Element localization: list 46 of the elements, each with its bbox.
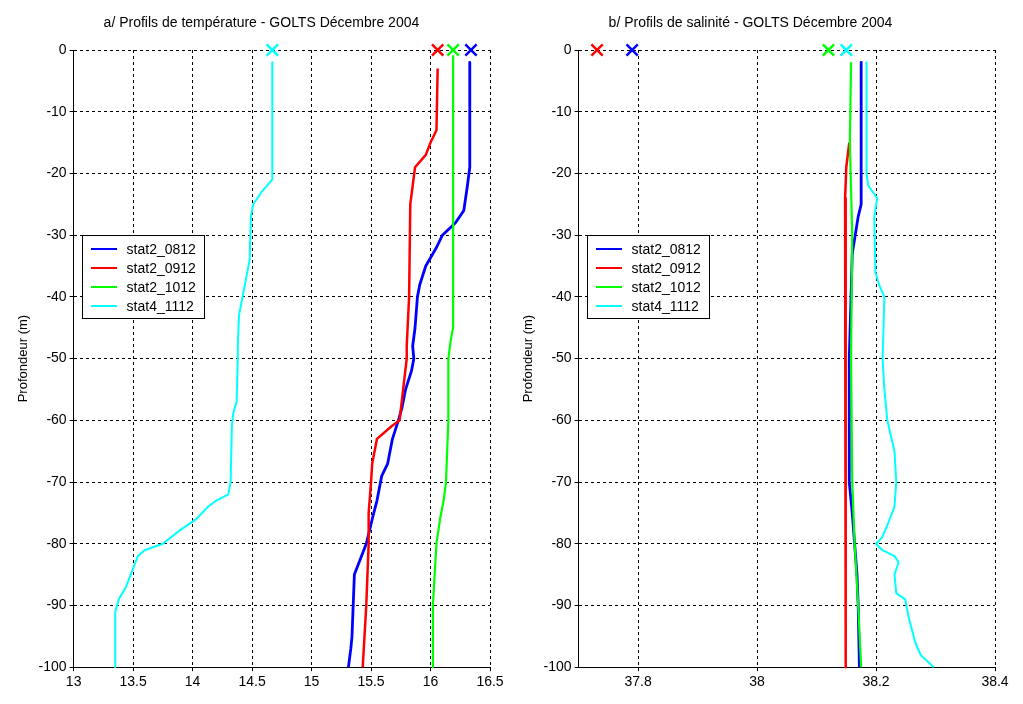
y-tick-label: -90 xyxy=(46,596,67,613)
y-tick-label: -70 xyxy=(551,472,572,489)
x-tick-label: 14.5 xyxy=(238,673,266,690)
chart-title: b/ Profils de salinité - GOLTS Décembre 2004 xyxy=(608,14,893,30)
x-tick-label: 15 xyxy=(303,673,320,690)
x-tick-label: 16 xyxy=(422,673,439,690)
y-tick-label: -70 xyxy=(46,472,67,489)
y-tick-label: -30 xyxy=(46,226,67,243)
chart-title: a/ Profils de température - GOLTS Décembre 2004 xyxy=(103,14,420,30)
y-tick-label: -60 xyxy=(551,411,572,428)
x-tick-label: 16.5 xyxy=(476,673,504,690)
legend-label: stat4_1112 xyxy=(126,297,194,314)
legend-label: stat2_0812 xyxy=(126,240,196,257)
x-tick-label: 38.2 xyxy=(862,673,890,690)
x-tick-label: 38 xyxy=(749,673,766,690)
y-tick-label: 0 xyxy=(58,40,67,57)
y-tick-label: -50 xyxy=(46,349,67,366)
legend-label: stat2_0912 xyxy=(126,259,196,276)
y-tick-label: -80 xyxy=(551,534,572,551)
y-tick-label: -10 xyxy=(551,102,572,119)
legend-label: stat2_0912 xyxy=(631,259,701,276)
legend-label: stat2_0812 xyxy=(631,240,701,257)
y-tick-label: -60 xyxy=(46,411,67,428)
x-tick-label: 14 xyxy=(184,673,201,690)
y-tick-label: -40 xyxy=(551,287,572,304)
x-tick-label: 13.5 xyxy=(119,673,147,690)
y-tick-label: -20 xyxy=(46,164,67,181)
y-tick-label: -40 xyxy=(46,287,67,304)
legend-label: stat4_1112 xyxy=(631,297,699,314)
y-tick-label: -80 xyxy=(46,534,67,551)
x-tick-label: 13 xyxy=(65,673,82,690)
x-tick-label: 38.4 xyxy=(981,673,1009,690)
legend-label: stat2_1012 xyxy=(126,278,196,295)
y-axis-title: Profondeur (m) xyxy=(15,314,31,403)
y-tick-label: 0 xyxy=(563,40,572,57)
y-tick-label: -30 xyxy=(551,226,572,243)
x-tick-label: 37.8 xyxy=(624,673,652,690)
x-tick-label: 15.5 xyxy=(357,673,385,690)
y-tick-label: -10 xyxy=(46,102,67,119)
y-tick-label: -90 xyxy=(551,596,572,613)
y-axis-title: Profondeur (m) xyxy=(520,314,536,403)
y-tick-label: -100 xyxy=(38,658,67,675)
y-tick-label: -50 xyxy=(551,349,572,366)
y-tick-label: -20 xyxy=(551,164,572,181)
y-tick-label: -100 xyxy=(543,658,572,675)
legend-label: stat2_1012 xyxy=(631,278,701,295)
